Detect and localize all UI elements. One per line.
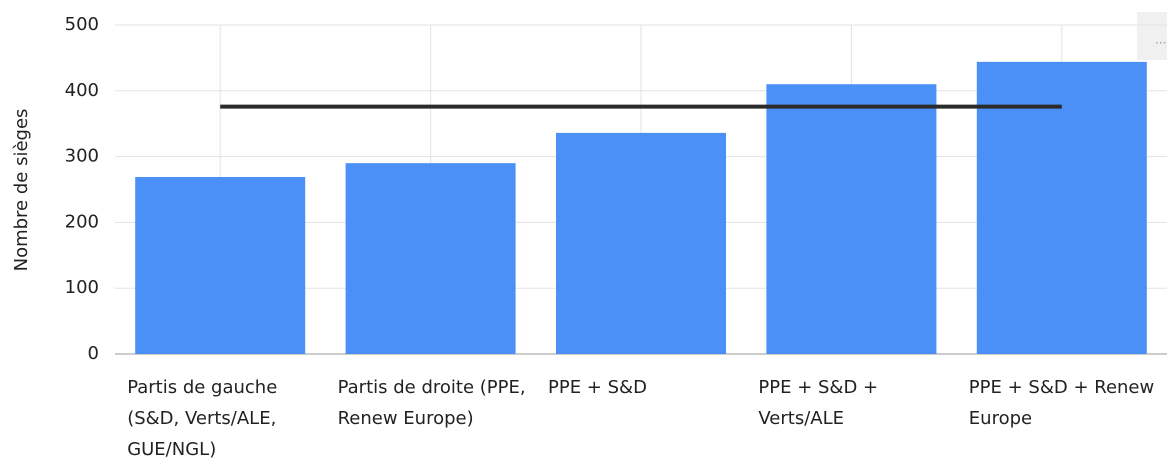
y-tick-label: 300 bbox=[65, 146, 99, 167]
x-tick-label: Partis de droite (PPE, Renew Europe) bbox=[337, 377, 526, 429]
menu-button[interactable] bbox=[1137, 12, 1167, 60]
x-tick-label: PPE + S&D + Renew Europe bbox=[968, 377, 1155, 429]
bar bbox=[766, 84, 937, 354]
bar bbox=[345, 163, 516, 354]
y-tick-label: 200 bbox=[65, 211, 99, 232]
x-tick-label: PPE + S&D bbox=[548, 377, 647, 398]
x-tick-label: Partis de gauche (S&D, Verts/ALE, GUE/NG… bbox=[127, 377, 278, 460]
bar bbox=[556, 132, 726, 354]
bar bbox=[135, 176, 306, 354]
y-tick-label: 0 bbox=[88, 343, 99, 364]
bar bbox=[976, 61, 1147, 355]
y-axis-label: Nombre de sièges bbox=[11, 109, 32, 272]
y-tick-label: 400 bbox=[65, 80, 99, 101]
menu-dots: ... bbox=[1155, 33, 1166, 47]
y-tick-label: 100 bbox=[65, 277, 99, 298]
y-tick-label: 500 bbox=[65, 14, 99, 35]
x-tick-label: PPE + S&D + Verts/ALE bbox=[758, 377, 879, 429]
